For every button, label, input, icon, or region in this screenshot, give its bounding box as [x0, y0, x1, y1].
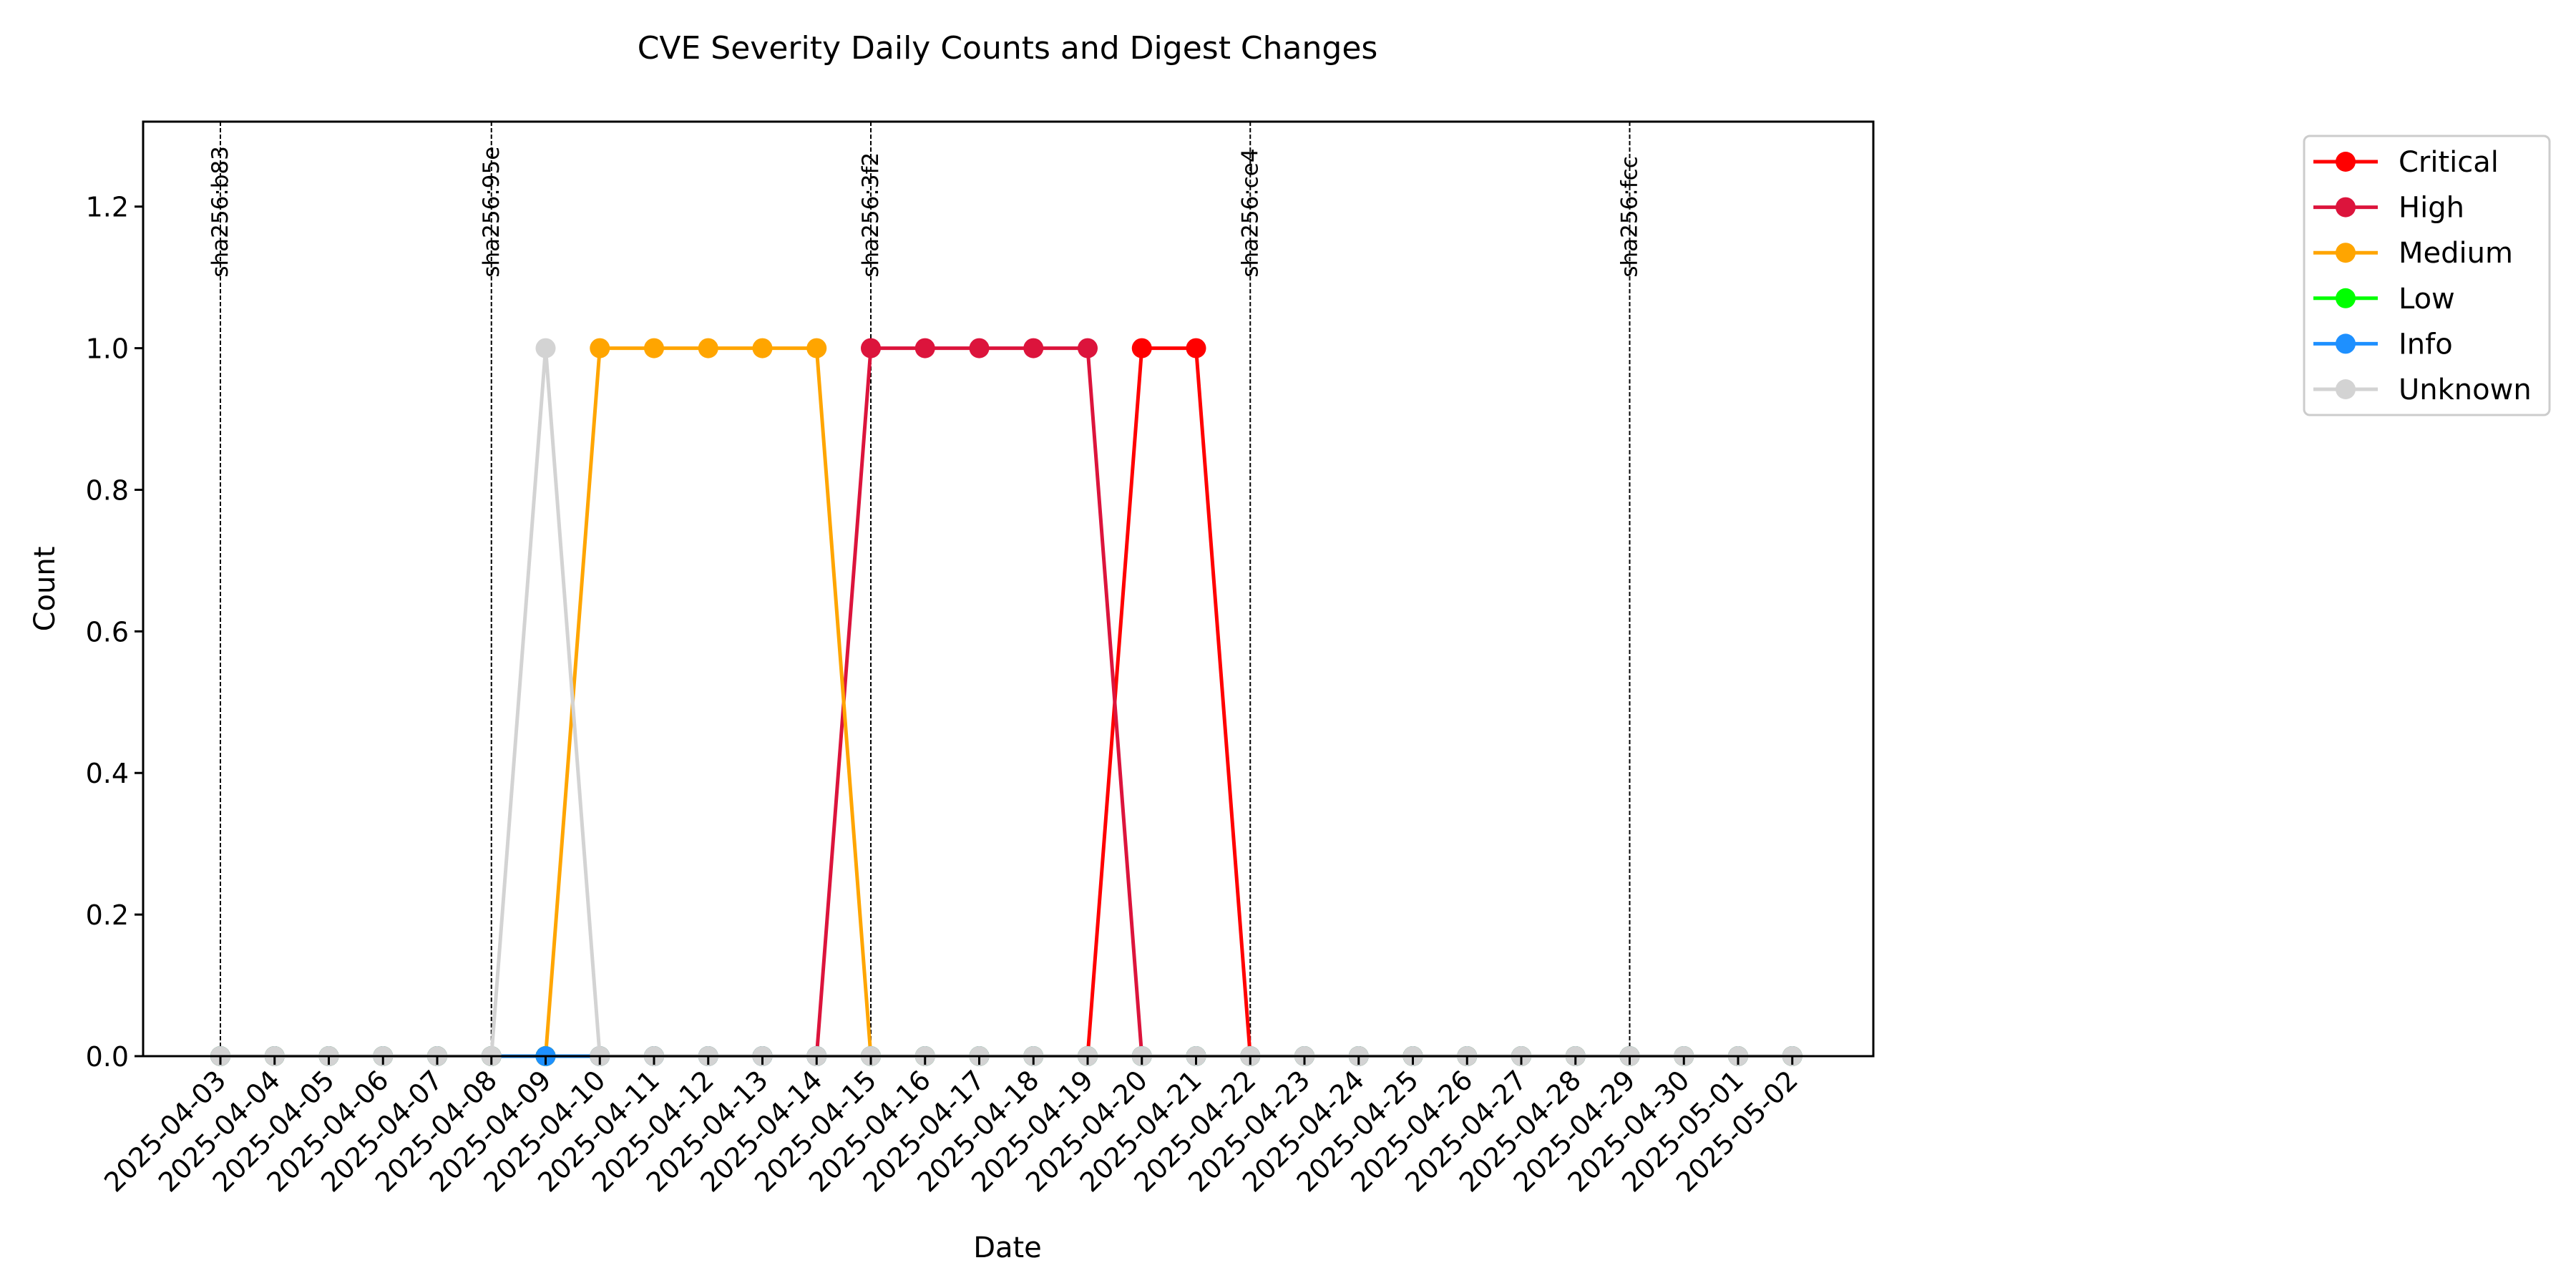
y-tick-label: 0.4 [86, 758, 129, 789]
legend-item-info: Info [2313, 328, 2453, 361]
legend-swatch-marker [2336, 152, 2356, 172]
legend-label: Info [2399, 328, 2453, 361]
y-tick-label: 0.8 [86, 474, 129, 506]
legend-swatch-marker [2336, 288, 2356, 308]
legend-item-medium: Medium [2313, 237, 2513, 270]
y-axis: 0.0 0.2 0.4 0.6 0.8 1.0 1.2 [86, 192, 143, 1073]
data-point-medium [644, 338, 664, 358]
data-point-high [861, 338, 881, 358]
legend-item-unknown: Unknown [2313, 374, 2532, 406]
legend-swatch-marker [2336, 197, 2356, 218]
legend-swatch-marker [2336, 333, 2356, 354]
digest-change-label: sha256:ce4 [1237, 148, 1263, 277]
y-tick-label: 0.6 [86, 616, 129, 648]
y-tick-label: 1.0 [86, 333, 129, 365]
plot-area-frame [142, 120, 1875, 1058]
data-point-high [1023, 338, 1044, 358]
data-point-medium [698, 338, 718, 358]
y-axis-label: Count [29, 547, 62, 632]
legend-label: Medium [2399, 237, 2513, 270]
legend-label: Critical [2399, 146, 2499, 179]
legend-label: Unknown [2399, 374, 2532, 406]
legend-label: Low [2399, 283, 2455, 316]
data-point-medium [806, 338, 827, 358]
data-point-high [914, 338, 935, 358]
chart-title: CVE Severity Daily Counts and Digest Cha… [638, 30, 1378, 67]
y-tick-label: 1.2 [86, 192, 129, 223]
data-point-high [1078, 338, 1098, 358]
y-tick-label: 0.2 [86, 899, 129, 931]
legend: Critical High Medium Low Info Unknown [2303, 135, 2551, 416]
digest-change-label: sha256:95e [479, 147, 504, 278]
digest-change-label: sha256:3f2 [858, 152, 884, 278]
legend-label: High [2399, 192, 2464, 225]
legend-swatch-marker [2336, 243, 2356, 263]
legend-item-high: High [2313, 192, 2464, 225]
data-point-critical [1131, 338, 1152, 358]
legend-item-low: Low [2313, 283, 2455, 316]
data-point-medium [590, 338, 610, 358]
x-axis-label: Date [973, 1231, 1042, 1264]
data-point-critical [1186, 338, 1206, 358]
digest-change-label: sha256:b83 [208, 146, 233, 278]
digest-change-label: sha256:fcc [1617, 156, 1643, 277]
y-tick-label: 0.0 [86, 1041, 129, 1073]
data-point-high [969, 338, 990, 358]
data-point-medium [752, 338, 773, 358]
x-axis: 2025-04-032025-04-042025-04-052025-04-06… [98, 1056, 1804, 1199]
legend-swatch-marker [2336, 379, 2356, 399]
legend-item-critical: Critical [2313, 146, 2499, 179]
data-point-unknown [535, 338, 556, 358]
digest-annotations: sha256:b83 sha256:95e sha256:3f2 sha256:ce4… [208, 122, 1643, 1056]
